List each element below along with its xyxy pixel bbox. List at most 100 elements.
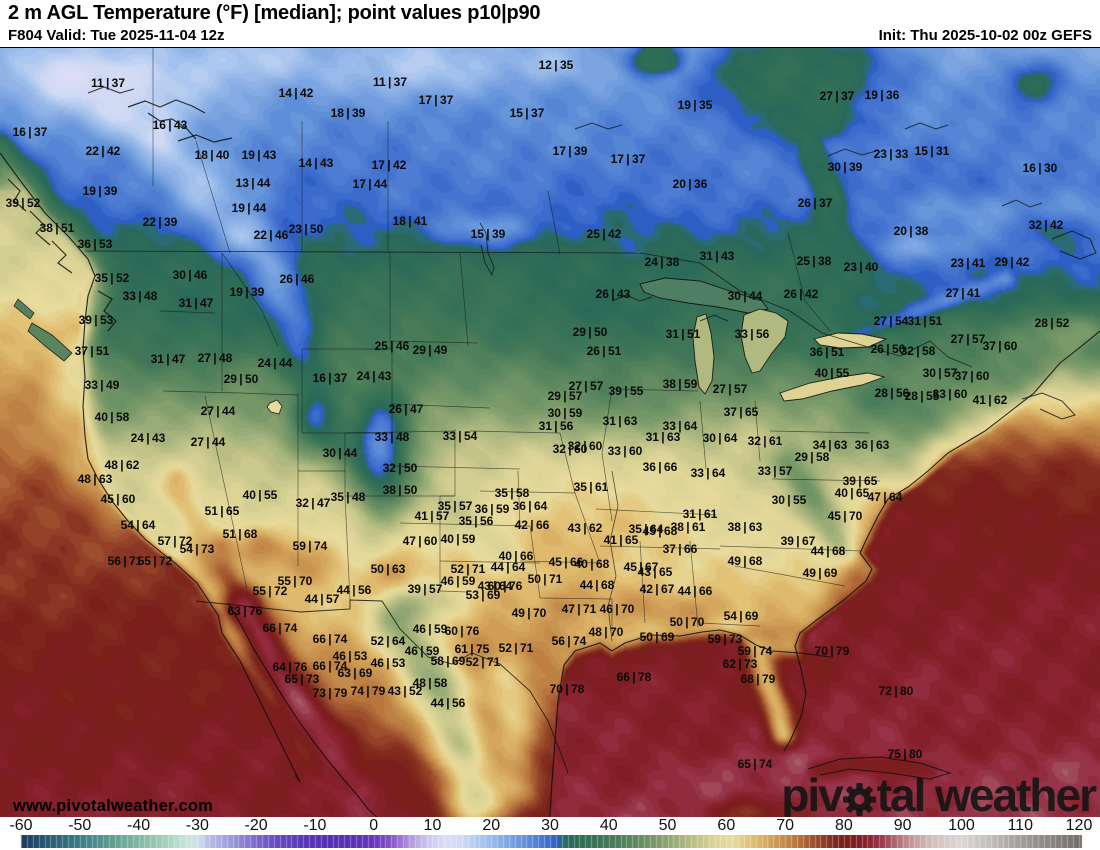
svg-text:33 | 64: 33 | 64 [663,419,698,433]
svg-text:26 | 42: 26 | 42 [784,287,819,301]
svg-text:50 | 71: 50 | 71 [528,572,563,586]
svg-text:44 | 57: 44 | 57 [305,592,340,606]
svg-text:33 | 56: 33 | 56 [735,327,770,341]
svg-text:18 | 39: 18 | 39 [331,106,366,120]
svg-text:30 | 55: 30 | 55 [772,493,807,507]
svg-text:41 | 57: 41 | 57 [415,509,450,523]
svg-text:42 | 67: 42 | 67 [640,582,675,596]
svg-text:74 | 79: 74 | 79 [351,684,386,698]
svg-text:39 | 57: 39 | 57 [408,582,443,596]
svg-text:30 | 59: 30 | 59 [548,406,583,420]
svg-text:18 | 41: 18 | 41 [393,214,428,228]
svg-text:38 | 63: 38 | 63 [728,520,763,534]
svg-text:20 | 36: 20 | 36 [673,177,708,191]
svg-text:29 | 50: 29 | 50 [224,372,259,386]
svg-text:26 | 46: 26 | 46 [280,272,315,286]
svg-text:70 | 79: 70 | 79 [815,644,850,658]
svg-text:22 | 42: 22 | 42 [86,144,121,158]
svg-text:37 | 60: 37 | 60 [955,369,990,383]
svg-text:63 | 76: 63 | 76 [228,604,263,618]
svg-text:66 | 74: 66 | 74 [263,621,298,635]
svg-text:17 | 39: 17 | 39 [553,144,588,158]
svg-text:45 | 70: 45 | 70 [828,509,863,523]
svg-text:26 | 51: 26 | 51 [587,344,622,358]
svg-text:40 | 55: 40 | 55 [243,488,278,502]
svg-text:16 | 37: 16 | 37 [313,371,348,385]
svg-text:32 | 58: 32 | 58 [901,344,936,358]
svg-text:22 | 39: 22 | 39 [143,215,178,229]
svg-text:11 | 37: 11 | 37 [373,75,407,89]
svg-text:75 | 80: 75 | 80 [888,747,923,761]
svg-text:32 | 60: 32 | 60 [568,439,603,453]
svg-text:66 | 74: 66 | 74 [313,659,348,673]
svg-text:32 | 47: 32 | 47 [296,496,331,510]
svg-text:31 | 56: 31 | 56 [539,419,574,433]
svg-text:59 | 74: 59 | 74 [293,539,328,553]
svg-text:54 | 64: 54 | 64 [121,518,156,532]
svg-text:54 | 73: 54 | 73 [180,542,215,556]
svg-text:50 | 69: 50 | 69 [640,630,675,644]
svg-text:29 | 58: 29 | 58 [795,450,830,464]
svg-text:24 | 38: 24 | 38 [645,255,680,269]
svg-text:36 | 51: 36 | 51 [810,345,845,359]
svg-text:24 | 43: 24 | 43 [131,431,166,445]
svg-text:70 | 78: 70 | 78 [550,682,585,696]
svg-text:26 | 37: 26 | 37 [798,196,833,210]
svg-text:36 | 66: 36 | 66 [643,460,678,474]
svg-text:36 | 64: 36 | 64 [513,499,548,513]
svg-text:30 | 57: 30 | 57 [923,366,958,380]
svg-text:40 | 58: 40 | 58 [95,410,130,424]
svg-text:15 | 39: 15 | 39 [471,227,506,241]
svg-text:32 | 60: 32 | 60 [553,442,588,456]
svg-text:39 | 67: 39 | 67 [781,534,816,548]
svg-text:31 | 51: 31 | 51 [908,314,943,328]
svg-text:65 | 73: 65 | 73 [285,672,320,686]
svg-text:46 | 70: 46 | 70 [600,602,635,616]
svg-text:52 | 71: 52 | 71 [451,562,486,576]
svg-text:46 | 59: 46 | 59 [405,644,440,658]
svg-text:27 | 57: 27 | 57 [951,332,986,346]
svg-text:38 | 59: 38 | 59 [663,377,698,391]
svg-text:62 | 73: 62 | 73 [723,657,758,671]
svg-text:37 | 60: 37 | 60 [983,339,1018,353]
svg-text:25 | 42: 25 | 42 [587,227,622,241]
svg-text:33 | 57: 33 | 57 [758,464,793,478]
svg-text:45 | 60: 45 | 60 [101,492,136,506]
svg-text:56 | 74: 56 | 74 [552,634,587,648]
svg-text:15 | 31: 15 | 31 [915,144,950,158]
svg-text:35 | 58: 35 | 58 [495,486,530,500]
svg-text:52 | 64: 52 | 64 [371,634,406,648]
svg-text:13 | 44: 13 | 44 [236,176,271,190]
svg-text:47 | 64: 47 | 64 [868,490,903,504]
svg-text:31 | 47: 31 | 47 [179,296,214,310]
svg-text:11 | 37: 11 | 37 [91,76,125,90]
svg-text:40 | 68: 40 | 68 [575,557,610,571]
svg-text:59 | 73: 59 | 73 [708,632,743,646]
svg-text:59 | 74: 59 | 74 [738,644,773,658]
svg-text:16 | 43: 16 | 43 [153,118,188,132]
svg-text:17 | 42: 17 | 42 [372,158,407,172]
svg-text:46 | 53: 46 | 53 [333,649,368,663]
svg-text:30 | 46: 30 | 46 [173,268,208,282]
svg-text:31 | 63: 31 | 63 [603,414,638,428]
svg-text:24 | 44: 24 | 44 [258,356,293,370]
svg-text:45 | 68: 45 | 68 [643,524,678,538]
svg-text:36 | 59: 36 | 59 [475,502,510,516]
svg-text:17 | 37: 17 | 37 [611,152,646,166]
svg-text:53 | 69: 53 | 69 [466,588,501,602]
svg-text:36 | 63: 36 | 63 [855,438,890,452]
svg-text:33 | 64: 33 | 64 [691,466,726,480]
svg-text:27 | 48: 27 | 48 [198,351,233,365]
svg-text:43 | 65: 43 | 65 [638,565,673,579]
svg-text:27 | 57: 27 | 57 [569,379,604,393]
svg-text:16 | 37: 16 | 37 [13,125,48,139]
svg-text:52 | 71: 52 | 71 [499,641,534,655]
svg-text:35 | 52: 35 | 52 [95,271,130,285]
svg-text:19 | 36: 19 | 36 [865,88,900,102]
svg-text:52 | 71: 52 | 71 [466,655,501,669]
svg-text:60 | 76: 60 | 76 [445,624,480,638]
svg-text:31 | 51: 31 | 51 [666,327,701,341]
svg-text:44 | 68: 44 | 68 [811,544,846,558]
svg-text:30 | 64: 30 | 64 [703,431,738,445]
svg-text:35 | 48: 35 | 48 [331,490,366,504]
